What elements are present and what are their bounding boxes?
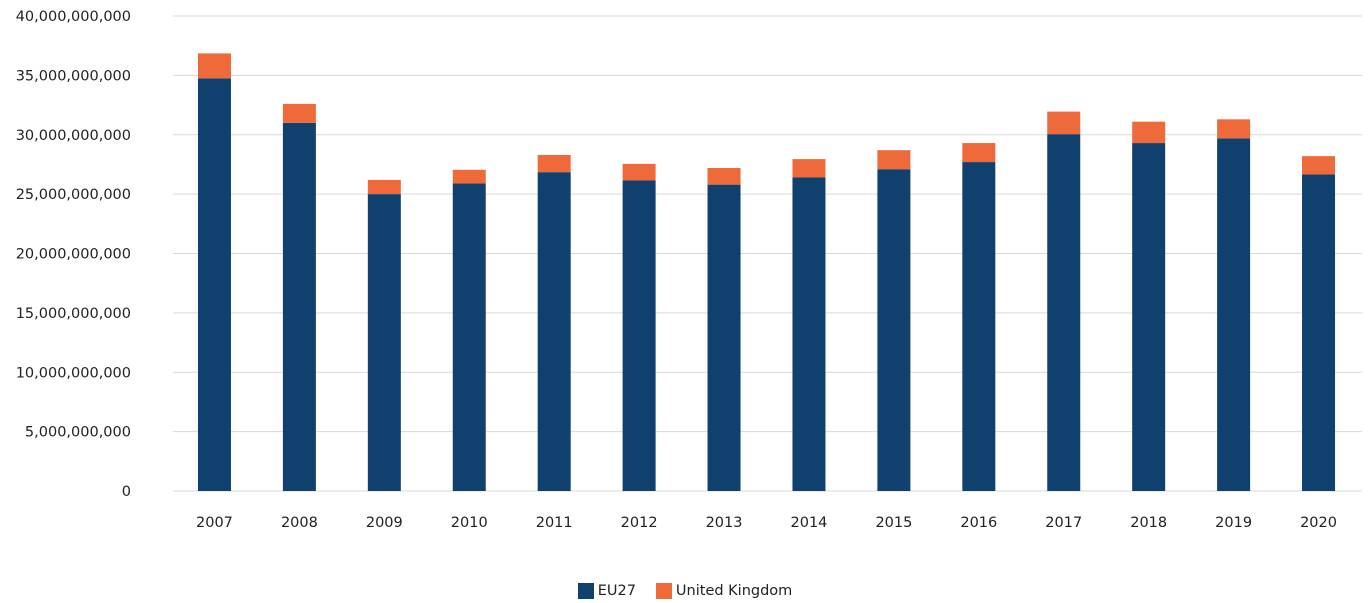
x-tick-label: 2013 xyxy=(706,515,743,531)
y-tick-label: 30,000,000,000 xyxy=(16,128,131,144)
gridlines xyxy=(173,15,1362,492)
x-axis-ticks: 2007 2008 2009 2010 2011 2012 2013 2014 2015 2016… xyxy=(196,515,1337,531)
bar-eu27-2007 xyxy=(197,78,231,491)
bar-uk-2016 xyxy=(962,143,996,163)
x-tick-label: 2015 xyxy=(875,515,912,531)
bar-uk-2007 xyxy=(197,53,231,79)
bar-uk-2018 xyxy=(1132,121,1166,144)
y-tick-label: 25,000,000,000 xyxy=(16,187,131,203)
x-tick-label: 2014 xyxy=(791,515,828,531)
y-tick-label: 20,000,000,000 xyxy=(16,247,131,263)
bar-eu27-2010 xyxy=(452,183,486,491)
x-tick-label: 2007 xyxy=(196,515,233,531)
bar-eu27-2019 xyxy=(1217,138,1251,491)
legend-item-eu27: EU27 xyxy=(577,583,636,599)
x-tick-label: 2016 xyxy=(960,515,997,531)
bar-eu27-2013 xyxy=(707,184,741,491)
bar-eu27-2014 xyxy=(792,177,826,491)
bar-uk-2015 xyxy=(877,150,911,170)
bar-uk-2012 xyxy=(622,163,656,181)
bar-uk-2020 xyxy=(1302,156,1336,175)
y-tick-label: 15,000,000,000 xyxy=(16,306,131,322)
bar-uk-2013 xyxy=(707,168,741,185)
x-tick-label: 2009 xyxy=(366,515,403,531)
bar-uk-2019 xyxy=(1217,119,1251,139)
bar-uk-2008 xyxy=(282,103,316,123)
x-tick-label: 2010 xyxy=(451,515,488,531)
bar-eu27-2012 xyxy=(622,180,656,491)
x-tick-label: 2011 xyxy=(536,515,573,531)
x-tick-label: 2019 xyxy=(1215,515,1252,531)
bar-uk-2017 xyxy=(1047,111,1081,135)
y-tick-label: 35,000,000,000 xyxy=(16,68,131,84)
bar-uk-2009 xyxy=(367,179,401,195)
bar-uk-2010 xyxy=(452,169,486,184)
bar-eu27-2011 xyxy=(537,172,571,491)
x-tick-label: 2008 xyxy=(281,515,318,531)
bar-eu27-2020 xyxy=(1302,174,1336,491)
bar-eu27-2017 xyxy=(1047,134,1081,491)
legend-label-eu27: EU27 xyxy=(597,583,636,599)
bar-eu27-2008 xyxy=(282,122,316,491)
bar-eu27-2016 xyxy=(962,162,996,491)
bar-uk-2014 xyxy=(792,159,826,178)
legend-label-uk: United Kingdom xyxy=(675,583,793,599)
bar-eu27-2018 xyxy=(1132,143,1166,491)
stacked-bar-chart: 0 5,000,000,000 10,000,000,000 15,000,000,0… xyxy=(16,9,1362,531)
y-tick-label: 5,000,000,000 xyxy=(25,425,131,441)
x-tick-label: 2017 xyxy=(1045,515,1082,531)
bar-eu27-2015 xyxy=(877,169,911,491)
legend-swatch-eu27 xyxy=(577,583,594,599)
y-axis-ticks: 0 5,000,000,000 10,000,000,000 15,000,000,0… xyxy=(16,9,131,500)
bar-uk-2011 xyxy=(537,154,571,173)
x-tick-label: 2018 xyxy=(1130,515,1167,531)
y-tick-label: 0 xyxy=(122,484,131,500)
x-tick-label: 2020 xyxy=(1300,515,1337,531)
y-tick-label: 10,000,000,000 xyxy=(16,365,131,381)
legend-swatch-uk xyxy=(655,583,672,599)
x-tick-label: 2012 xyxy=(621,515,658,531)
legend-item-uk: United Kingdom xyxy=(655,583,793,599)
y-tick-label: 40,000,000,000 xyxy=(16,9,131,25)
bar-eu27-2009 xyxy=(367,194,401,491)
bars xyxy=(197,53,1336,491)
legend: EU27 United Kingdom xyxy=(0,580,1370,602)
